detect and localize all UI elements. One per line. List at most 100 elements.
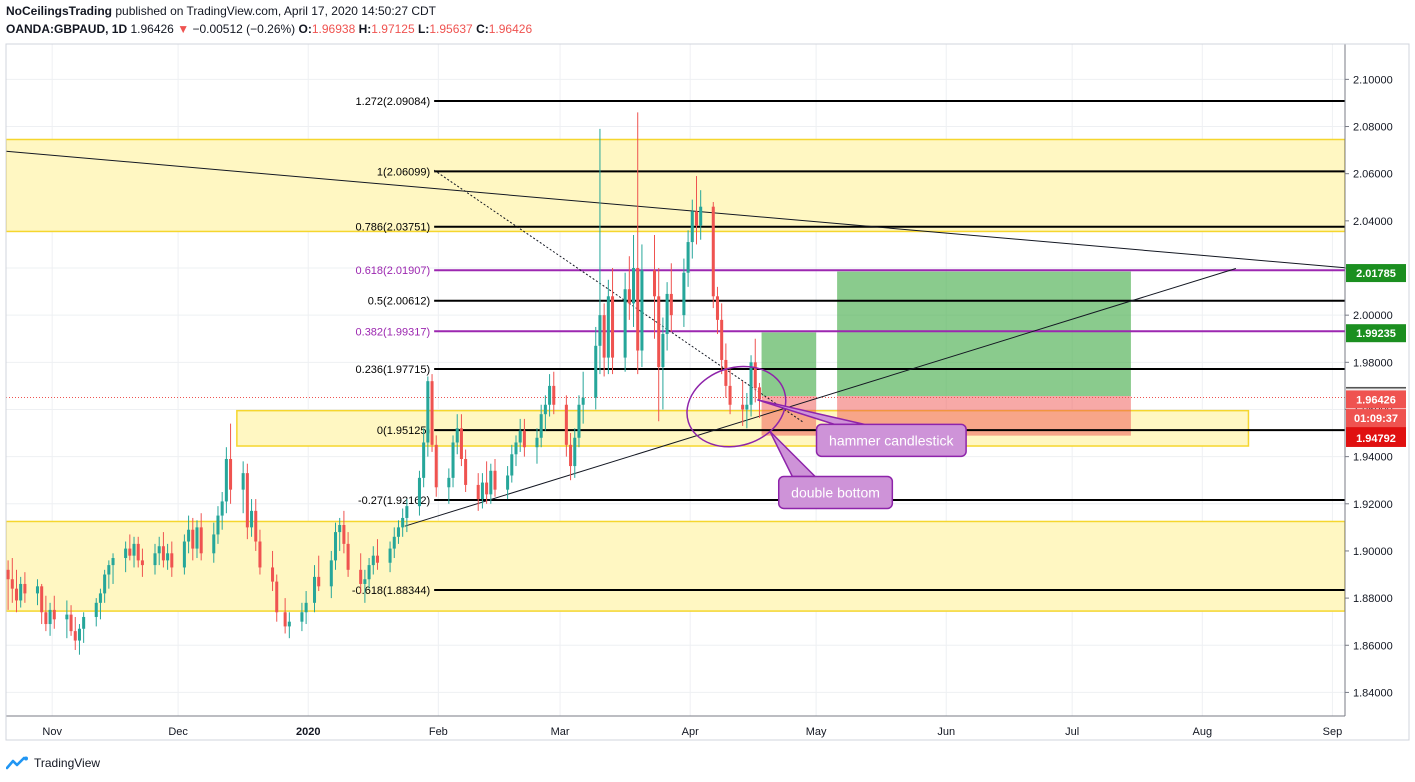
candle-body [338,525,342,533]
candle-body [111,558,115,566]
author-name[interactable]: NoCeilingsTrading [6,4,113,18]
fib-level-label: -0.27(1.92162) [358,495,430,507]
candle-body [569,444,573,467]
candle-body [711,206,715,297]
candle [657,268,661,422]
candle-body [10,579,14,589]
candle [77,624,81,655]
candle-body [623,289,627,358]
candle [170,541,174,577]
candle [40,583,44,625]
candle [153,543,157,575]
candle [35,579,39,606]
price-label-bg [1346,264,1406,283]
candle-body [254,510,258,542]
candle [724,343,728,398]
candle-body [187,529,191,542]
price-label-bg [1346,324,1406,343]
support-resistance-zones [6,138,1345,612]
candle-body [699,206,703,226]
candle [44,595,48,632]
x-tick-label: Jul [1065,726,1079,738]
x-tick-label: May [806,726,827,738]
candle-body [632,268,636,304]
candle-body [548,385,552,405]
y-tick-label: 1.88000 [1353,593,1393,605]
callout[interactable]: double bottom [769,430,894,510]
candle-body [287,621,291,627]
callout[interactable]: hammer candlestick [757,399,967,458]
candle-body [65,614,69,620]
candle [157,536,161,566]
trendlines[interactable] [6,150,1345,527]
axes: 1.84000 1.86000 1.88000 1.90000 1.92000 1.940… [5,43,1410,741]
candle [434,435,438,497]
position-tools[interactable] [761,271,1131,436]
candle-body [694,211,698,226]
candle-body [640,270,644,351]
candle [741,381,745,426]
y-tick-label: 1.84000 [1353,687,1393,699]
candle [245,463,249,540]
candle-body [564,404,568,445]
candle [304,591,308,625]
symbol-name[interactable]: OANDA:GBPAUD, 1D [6,22,128,36]
candle-body [77,628,81,641]
candle-body [132,543,136,556]
candle [682,258,686,327]
candle-body [459,428,463,459]
candle [317,555,321,592]
callout-text: double bottom [791,484,880,500]
price-change: −0.00512 (−0.26%) [192,22,296,36]
candle-body [543,404,547,415]
candle-body [258,541,262,568]
y-tick-label: 2.10000 [1353,74,1393,86]
candle [417,470,421,516]
candle [220,492,224,530]
candle-body [19,583,23,601]
x-tick-label: Jun [937,726,955,738]
close-value: 1.96426 [488,22,533,36]
candle [166,543,170,570]
candle [396,520,400,544]
candle-body [447,477,451,488]
down-arrow-icon: ▼ [177,22,190,36]
candle [745,392,749,429]
candle-body [715,296,719,320]
candle-body [741,404,745,410]
candle [258,529,262,575]
annotations[interactable]: hammer candlestick double bottom [676,354,967,510]
footer-brand[interactable]: TradingView [6,756,100,770]
candle-body [611,296,615,358]
candle-body [229,458,233,490]
candle [229,423,233,504]
candle [715,286,719,335]
candle-body [271,567,275,582]
publish-info: NoCeilingsTrading published on TradingVi… [6,4,436,18]
candle [753,338,757,403]
candle-body [98,593,102,603]
candle [548,374,552,417]
price-label-bg [1346,428,1406,447]
candle [132,536,136,568]
candle [577,395,581,448]
fib-level-label: 1.272(2.09084) [356,96,431,108]
brand-label: TradingView [34,756,101,770]
y-tick-label: 1.94000 [1353,452,1393,464]
candle [250,499,254,537]
high-value: 1.97125 [371,22,415,36]
price-label-bg [1346,409,1406,428]
candle-body [661,334,665,368]
candle [329,550,333,599]
candle-body [241,473,245,490]
price-label-text: 1.99235 [1356,328,1396,340]
candle [430,374,434,452]
candle-body [606,296,610,358]
x-tick-label: Nov [42,726,62,738]
candle [552,371,556,415]
close-label: C: [476,22,489,36]
price-scale-labels: 2.017851.992351.965741.965061.9642601:09… [1346,264,1406,447]
candle [367,558,371,589]
candle-body [199,527,203,554]
